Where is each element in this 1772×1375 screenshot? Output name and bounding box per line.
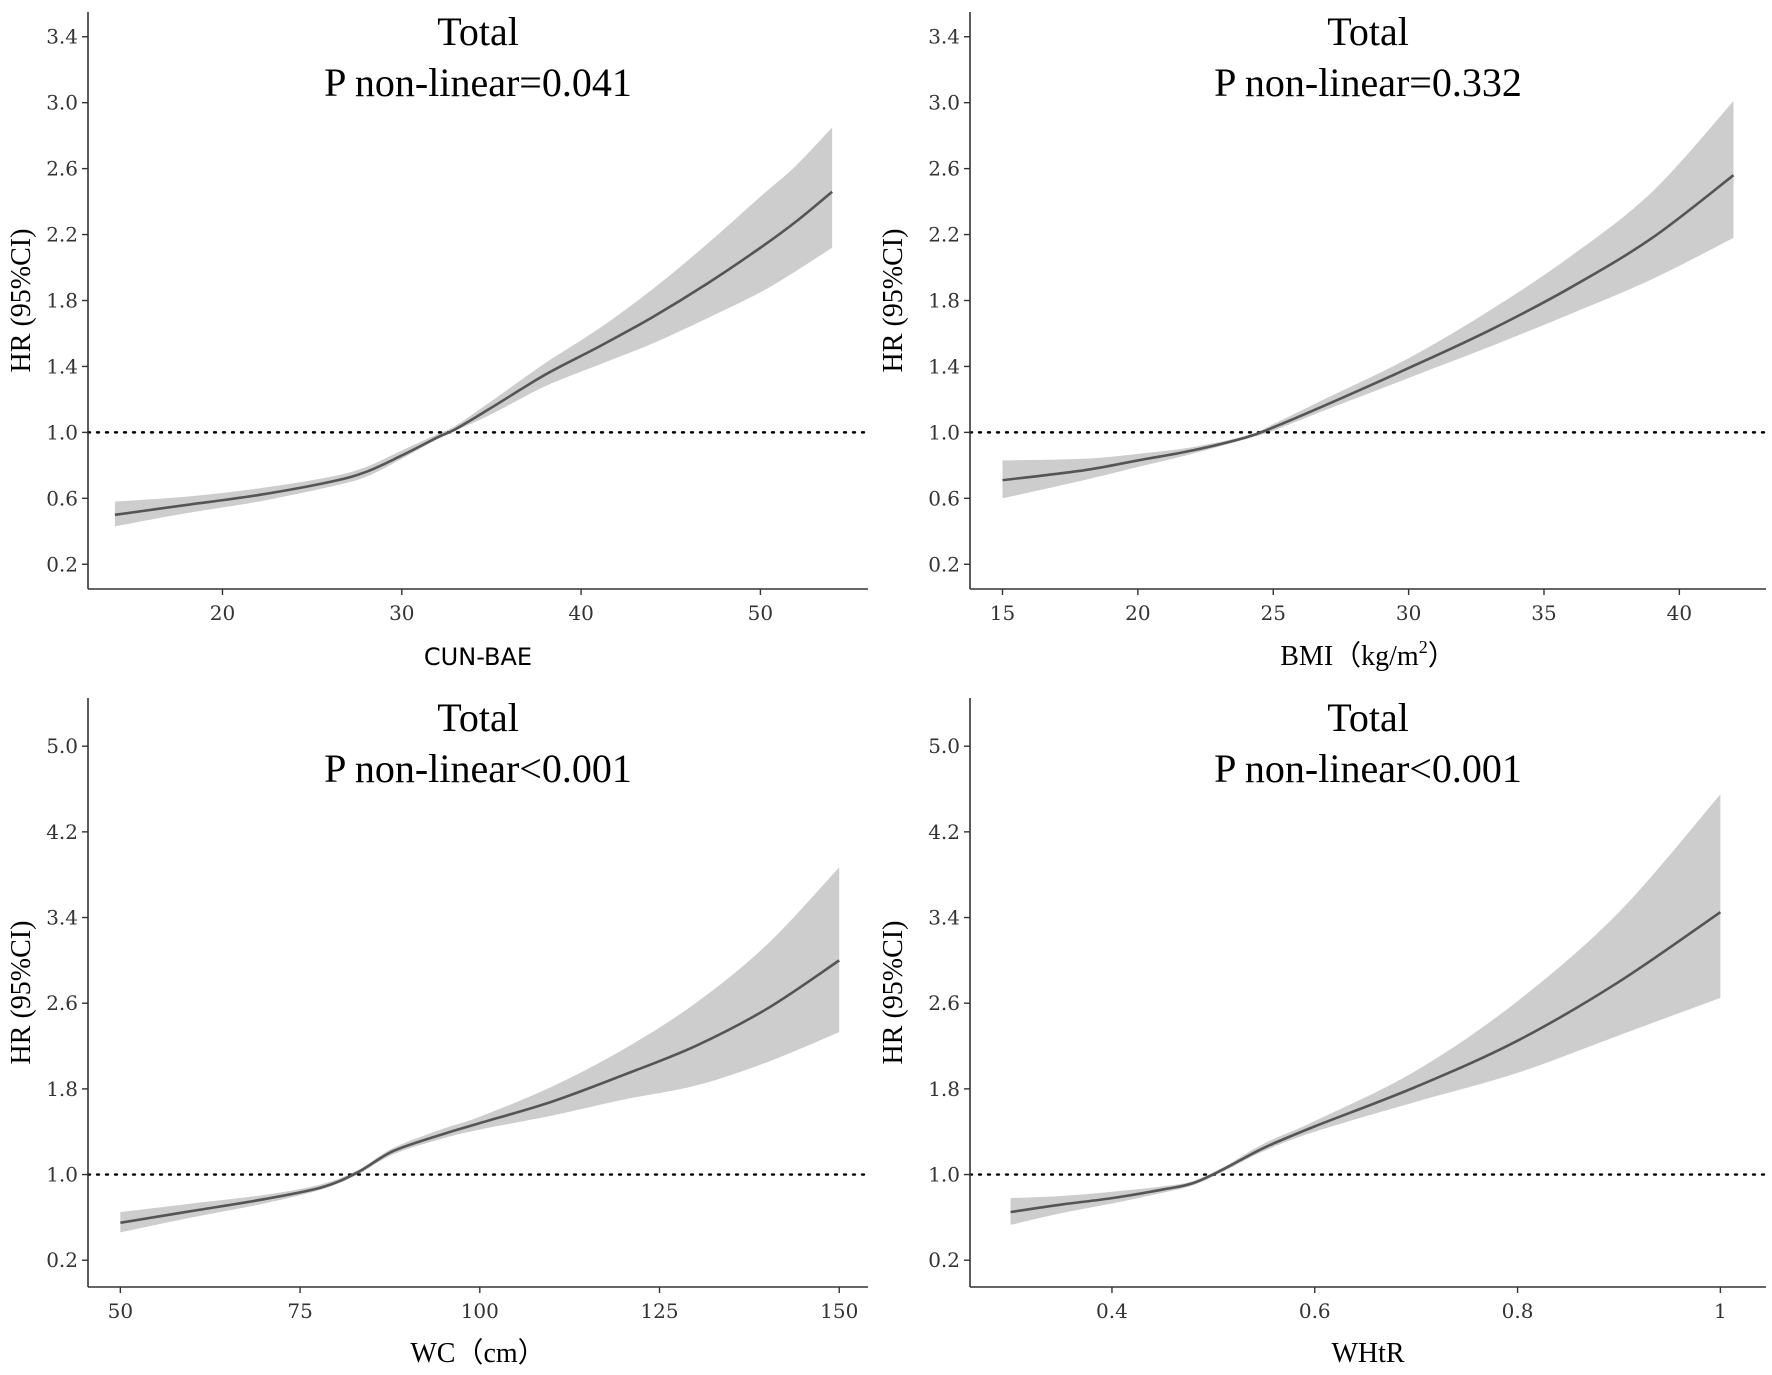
y-tick-label: 0.2 xyxy=(46,552,78,576)
x-axis-title-main: BMI（kg/m xyxy=(1280,640,1419,672)
ci-band xyxy=(120,867,840,1233)
panel-title: Total xyxy=(1327,695,1409,740)
y-tick-label: 3.4 xyxy=(46,25,78,49)
y-axis-title: HR (95%CI) xyxy=(6,229,37,373)
y-tick-label: 1.8 xyxy=(46,1077,78,1101)
y-tick-label: 3.0 xyxy=(928,91,960,115)
x-tick-label: 15 xyxy=(990,601,1015,625)
x-tick-label: 20 xyxy=(210,601,235,625)
y-axis-title: HR (95%CI) xyxy=(6,921,37,1065)
x-tick-label: 30 xyxy=(1396,601,1421,625)
hr-curve xyxy=(114,190,833,517)
hr-curve xyxy=(120,959,840,1225)
x-tick-label: 0.4 xyxy=(1096,1299,1128,1323)
x-tick-label: 1 xyxy=(1714,1299,1727,1323)
y-tick-label: 1.0 xyxy=(46,1163,78,1187)
x-tick-label: 40 xyxy=(1667,601,1692,625)
y-tick-label: 4.2 xyxy=(46,820,78,844)
y-tick-label: 2.2 xyxy=(46,223,78,247)
x-tick-label: 20 xyxy=(1125,601,1150,625)
panel-subtitle: P non-linear=0.041 xyxy=(324,60,632,105)
x-tick-label: 50 xyxy=(108,1299,133,1323)
y-tick-label: 1.8 xyxy=(928,1077,960,1101)
panel-title: Total xyxy=(437,9,519,54)
panel-bmi: 0.2 0.6 1.0 1.4 1.8 2.2 2.6 3.0 3.4 15 20 25 30 35 40 T… xyxy=(878,9,1768,672)
panel-wc: 0.2 1.0 1.8 2.6 3.4 4.2 5.0 50 75 100 125 150 Total P… xyxy=(6,695,870,1369)
y-tick-label: 2.6 xyxy=(928,157,960,181)
y-tick-label: 3.4 xyxy=(46,906,78,930)
x-tick-label: 100 xyxy=(461,1299,499,1323)
y-tick-label: 0.2 xyxy=(928,1248,960,1272)
y-tick-label: 3.0 xyxy=(46,91,78,115)
y-tick-label: 2.6 xyxy=(46,991,78,1015)
x-axis-title: WC（cm） xyxy=(410,1337,545,1369)
y-tick-label: 1.0 xyxy=(46,420,78,444)
y-tick-label: 3.4 xyxy=(928,25,960,49)
x-tick-label: 150 xyxy=(820,1299,858,1323)
x-tick-label: 50 xyxy=(748,601,773,625)
panel-whtr: 0.2 1.0 1.8 2.6 3.4 4.2 5.0 0.4 0.6 0.8 1 Total P no… xyxy=(878,695,1768,1369)
hr-curve xyxy=(1010,911,1722,1214)
y-tick-label: 0.2 xyxy=(46,1248,78,1272)
y-axis-title: HR (95%CI) xyxy=(878,921,909,1065)
x-axis-title-superscript: 2 xyxy=(1419,637,1428,657)
x-tick-label: 75 xyxy=(287,1299,312,1323)
y-tick-label: 1.0 xyxy=(928,1163,960,1187)
ci-band xyxy=(1010,794,1721,1225)
x-axis-title: CUN-BAE xyxy=(424,643,532,671)
y-tick-label: 3.4 xyxy=(928,906,960,930)
y-tick-label: 2.2 xyxy=(928,223,960,247)
y-tick-label: 2.6 xyxy=(46,157,78,181)
y-axis-title: HR (95%CI) xyxy=(878,229,909,373)
y-tick-label: 4.2 xyxy=(928,820,960,844)
y-tick-label: 1.4 xyxy=(928,354,960,378)
y-tick-label: 1.8 xyxy=(46,289,78,313)
x-axis-title: WHtR xyxy=(1331,1338,1404,1369)
y-tick-label: 5.0 xyxy=(46,734,78,758)
x-tick-label: 25 xyxy=(1261,601,1286,625)
panel-cun-bae: 0.2 0.6 1.0 1.4 1.8 2.2 2.6 3.0 3.4 20 30 40 50 Total… xyxy=(6,9,870,671)
panel-title: Total xyxy=(437,695,519,740)
y-tick-label: 2.6 xyxy=(928,991,960,1015)
x-tick-label: 30 xyxy=(389,601,414,625)
hr-curve xyxy=(1002,174,1735,482)
y-tick-label: 5.0 xyxy=(928,734,960,758)
x-tick-label: 125 xyxy=(640,1299,678,1323)
ci-band xyxy=(1002,101,1734,499)
panel-subtitle: P non-linear<0.001 xyxy=(1214,746,1522,791)
panel-title: Total xyxy=(1327,9,1409,54)
y-tick-label: 0.6 xyxy=(46,486,78,510)
y-tick-label: 0.6 xyxy=(928,486,960,510)
ci-band xyxy=(114,127,833,527)
x-tick-label: 35 xyxy=(1531,601,1556,625)
y-tick-label: 1.8 xyxy=(928,289,960,313)
panel-subtitle: P non-linear=0.332 xyxy=(1214,60,1522,105)
x-tick-label: 0.8 xyxy=(1502,1299,1534,1323)
x-axis-title-end: ） xyxy=(1428,640,1456,672)
x-axis-title: BMI（kg/m2） xyxy=(1280,637,1455,672)
panel-subtitle: P non-linear<0.001 xyxy=(324,746,632,791)
y-tick-label: 1.4 xyxy=(46,354,78,378)
y-tick-label: 0.2 xyxy=(928,552,960,576)
x-tick-label: 40 xyxy=(568,601,593,625)
x-tick-label: 0.6 xyxy=(1299,1299,1331,1323)
y-tick-label: 1.0 xyxy=(928,420,960,444)
